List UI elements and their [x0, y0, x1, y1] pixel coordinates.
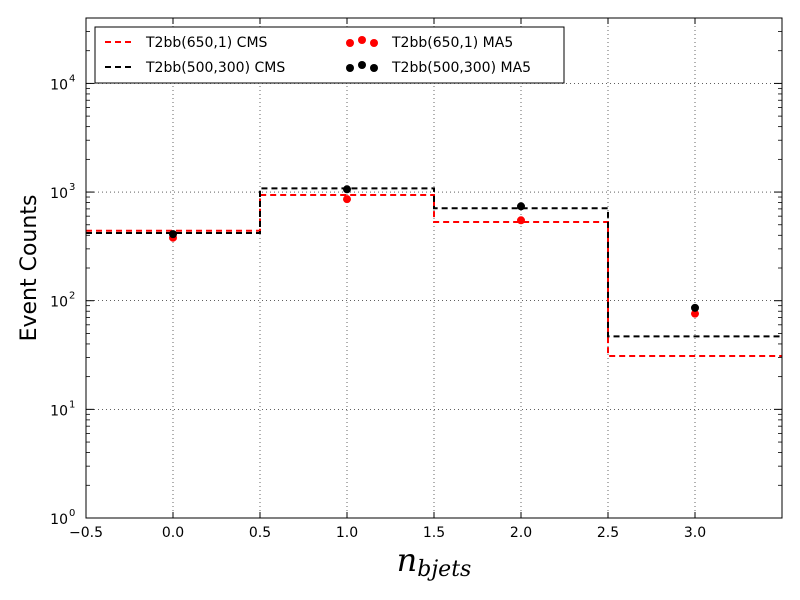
- y-tick-label: 10: [50, 295, 68, 311]
- legend-swatch-dot: [346, 64, 354, 72]
- legend-swatch-series-3: [346, 61, 378, 72]
- x-axis-label: nbjets: [397, 541, 472, 582]
- legend: T2bb(650,1) CMS T2bb(500,300) CMS T2bb(6…: [94, 26, 565, 84]
- x-axis-label-sub: bjets: [417, 557, 471, 582]
- legend-box: [94, 26, 565, 84]
- legend-swatch-dot: [370, 39, 378, 47]
- y-tick-label-exponent: 3: [69, 182, 75, 193]
- legend-label-series-1: T2bb(500,300) CMS: [145, 60, 285, 76]
- x-tick-label: 0.5: [249, 525, 271, 541]
- legend-swatch-series-2: [346, 36, 378, 47]
- data-point-series-2: [691, 309, 699, 318]
- x-tick-label: 0.0: [162, 525, 184, 541]
- legend-swatch-dot: [358, 61, 366, 69]
- legend-label-series-3: T2bb(500,300) MA5: [391, 60, 531, 76]
- y-tick-label: 10: [50, 186, 68, 202]
- y-tick-label-exponent: 0: [69, 508, 75, 519]
- legend-swatch-dot: [358, 36, 366, 44]
- y-tick-label: 10: [50, 77, 68, 93]
- x-tick-label: −0.5: [69, 525, 103, 541]
- data-point-series-2: [343, 195, 351, 204]
- y-tick-label-exponent: 2: [69, 291, 75, 302]
- data-point-series-3: [691, 303, 699, 312]
- legend-label-series-2: T2bb(650,1) MA5: [391, 35, 513, 51]
- x-axis-label-main: n: [397, 541, 418, 579]
- x-tick-label: 2.0: [510, 525, 532, 541]
- tick-marks: [85, 17, 782, 519]
- series-layer: [86, 185, 782, 357]
- step-line-series-1: [86, 187, 782, 338]
- data-point-series-2: [517, 216, 525, 225]
- data-point-series-3: [343, 185, 351, 194]
- y-tick-label: 10: [50, 403, 68, 419]
- y-tick-label-exponent: 1: [69, 399, 75, 410]
- legend-label-series-0: T2bb(650,1) CMS: [145, 35, 268, 51]
- x-tick-label: 1.0: [336, 525, 358, 541]
- x-tick-label: 3.0: [684, 525, 706, 541]
- legend-swatch-dot: [346, 39, 354, 47]
- legend-swatch-dot: [370, 64, 378, 72]
- data-point-series-3: [169, 230, 177, 239]
- data-point-series-3: [517, 202, 525, 211]
- y-tick-label: 10: [50, 512, 68, 528]
- x-tick-label: 2.5: [597, 525, 619, 541]
- y-tick-label-exponent: 4: [69, 73, 75, 84]
- y-axis-label: Event Counts: [17, 195, 42, 342]
- x-tick-label: 1.5: [423, 525, 445, 541]
